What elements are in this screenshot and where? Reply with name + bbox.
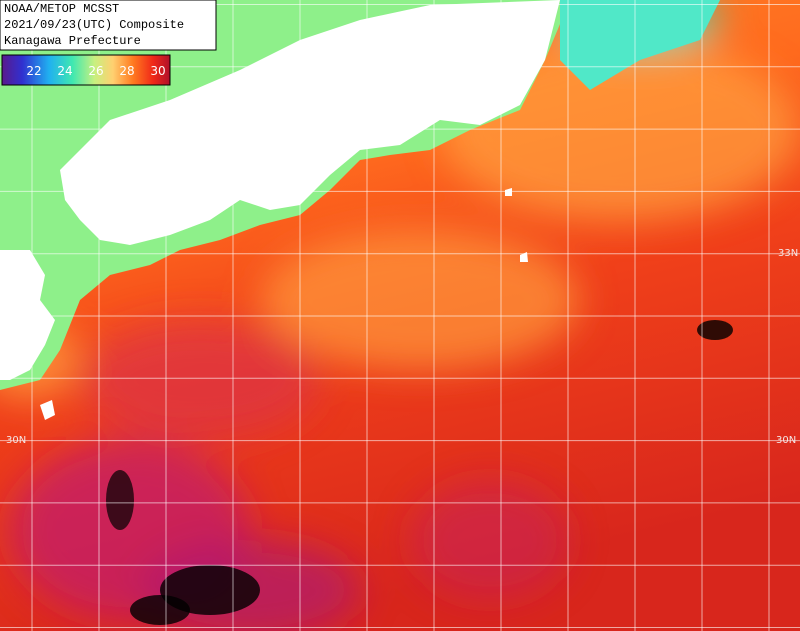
colorbar-tick-label: 24 [57, 64, 72, 78]
colorbar-ticks: 22 24 26 28 30 [26, 64, 165, 78]
latitude-label: 30N [6, 435, 26, 446]
title-line: 2021/09/23(UTC) Composite [4, 18, 184, 32]
island [40, 400, 55, 420]
latitude-label: 30N [776, 435, 796, 446]
colorbar-tick-label: 26 [88, 64, 103, 78]
shikoku [170, 160, 240, 200]
coastal-cool-water [560, 0, 720, 90]
title-box [0, 0, 217, 51]
colorbar [1, 54, 171, 86]
island [505, 188, 528, 262]
colorbar-tick-label: 22 [26, 64, 41, 78]
latitude-label: 33N [778, 248, 798, 259]
colorbar-tick-label: 30 [150, 64, 165, 78]
title-line: Kanagawa Prefecture [4, 34, 141, 48]
title-line: NOAA/METOP MCSST [4, 2, 119, 16]
cloud-mask [106, 320, 733, 625]
colorbar-tick-label: 28 [119, 64, 134, 78]
kyushu [0, 250, 55, 380]
